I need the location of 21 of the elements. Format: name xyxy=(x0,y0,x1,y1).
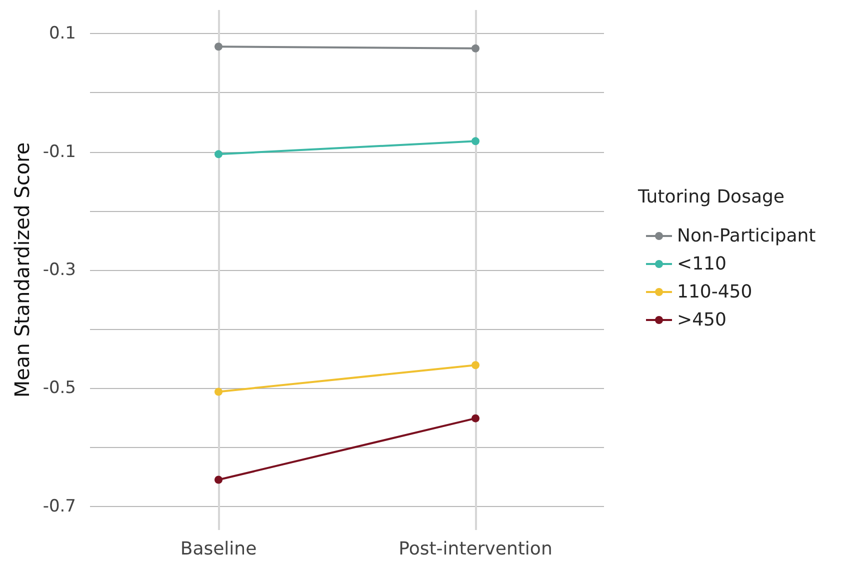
point xyxy=(214,42,222,51)
point xyxy=(472,137,480,146)
y-axis-title: Mean Standardized Score xyxy=(10,142,34,398)
y-tick-label: -0.1 xyxy=(42,142,76,162)
y-tick-label: -0.7 xyxy=(42,496,76,516)
legend-title: Tutoring Dosage xyxy=(637,186,784,208)
legend-label: Non-Participant xyxy=(677,226,816,246)
point xyxy=(214,388,222,396)
legend-label: 110-450 xyxy=(677,282,752,302)
x-tick-label: Baseline xyxy=(180,538,257,560)
point xyxy=(472,414,480,422)
y-tick-label: 0.1 xyxy=(48,24,76,44)
point xyxy=(214,476,222,484)
x-tick-label: Post-intervention xyxy=(398,538,552,560)
y-tick-label: -0.3 xyxy=(42,260,76,280)
y-tick-label: -0.5 xyxy=(42,378,76,398)
point xyxy=(214,150,222,158)
point xyxy=(472,361,480,370)
point xyxy=(472,44,480,52)
legend-label: >450 xyxy=(677,310,726,330)
legend-label: <110 xyxy=(677,254,726,274)
